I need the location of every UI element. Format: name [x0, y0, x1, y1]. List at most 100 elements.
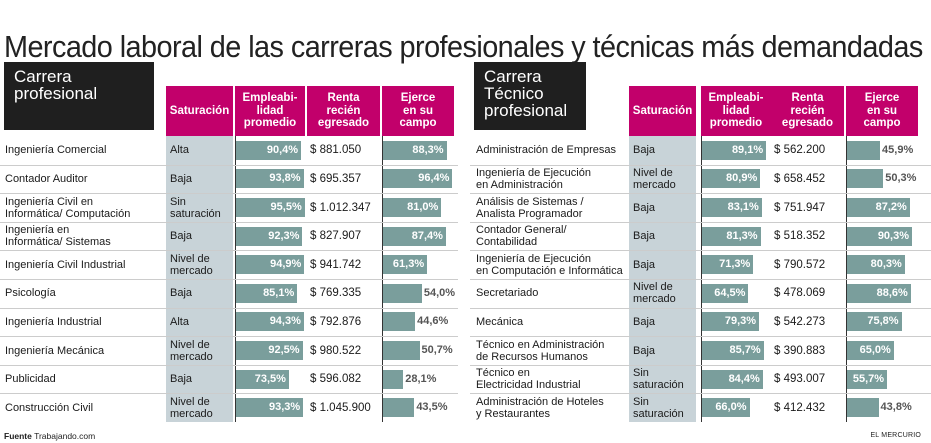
source-note: Fuente Trabajando.com — [4, 431, 95, 441]
employability-label: 83,1% — [727, 201, 759, 213]
employability-label: 95,5% — [270, 201, 302, 213]
field-bar — [383, 226, 446, 246]
career-name: Ingeniería Civil Industrial — [5, 258, 126, 271]
employability-bar — [702, 398, 750, 418]
field-bar — [383, 369, 404, 389]
saturation-value: Nivel de mercado — [170, 338, 213, 363]
career-name: Ingeniería de Ejecución en Computación e… — [476, 252, 623, 277]
row-divider — [470, 164, 931, 166]
saturation-value: Baja — [633, 144, 656, 157]
field-bar — [383, 140, 447, 160]
saturation-value: Baja — [633, 315, 656, 328]
salary-value: $ 493.007 — [774, 373, 826, 386]
saturation-value: Nivel de mercado — [170, 395, 213, 420]
field-label: 87,2% — [875, 201, 907, 213]
field-bar — [847, 198, 910, 217]
employability-label: 80,9% — [726, 172, 758, 185]
employability-bar — [236, 255, 305, 275]
employability-label: 79,3% — [724, 315, 757, 328]
saturation-header: Saturación — [629, 86, 696, 136]
technical-careers-table: Carrera Técnico profesional Saturación Emp… — [470, 62, 931, 432]
employability-label: 94,3% — [269, 315, 301, 328]
employability-bar — [702, 255, 754, 275]
saturation-value: Nivel de mercado — [633, 281, 676, 306]
category-label: Carrera Técnico profesional — [474, 62, 586, 130]
salary-value: $ 769.335 — [310, 287, 362, 300]
employability-bar — [702, 283, 749, 303]
employability-label: 89,1% — [731, 143, 764, 156]
salary-value: $ 790.572 — [774, 258, 826, 271]
saturation-value: Baja — [633, 344, 656, 357]
career-name: Psicología — [5, 287, 56, 300]
field-label: 80,3% — [870, 258, 902, 271]
salary-value: $ 792.876 — [310, 315, 362, 328]
employability-bar — [702, 312, 760, 332]
salary-value: $ 881.050 — [310, 144, 362, 157]
field-bar — [847, 226, 913, 246]
saturation-value: Alta — [170, 315, 189, 328]
field-bar — [847, 369, 888, 389]
row-divider — [0, 364, 458, 366]
source-label: Fuente — [4, 431, 32, 441]
employability-bar — [236, 369, 289, 389]
field-bar — [847, 341, 894, 360]
row-divider — [470, 193, 931, 195]
field-bar — [847, 283, 911, 303]
employability-header: Empleabi- lidad promedio — [701, 86, 771, 136]
career-name: Ingeniería de Ejecución en Administració… — [476, 166, 591, 191]
employability-bar — [236, 226, 303, 246]
row-divider — [0, 336, 458, 338]
saturation-value: Baja — [170, 230, 193, 243]
career-name: Ingeniería Mecánica — [5, 344, 105, 357]
saturation-value: Nivel de mercado — [170, 252, 213, 277]
field-header: Ejerce en su campo — [382, 86, 454, 136]
employability-bar — [236, 140, 302, 160]
category-label: Carrera profesional — [4, 62, 154, 130]
employability-label: 64,5% — [714, 286, 746, 299]
salary-value: $ 695.357 — [310, 172, 362, 185]
salary-value: $ 518.352 — [774, 230, 826, 243]
employability-bar — [702, 369, 763, 389]
field-label: 81,0% — [407, 201, 439, 213]
salary-value: $ 751.947 — [774, 201, 826, 214]
saturation-value: Baja — [170, 373, 193, 386]
row-divider — [0, 279, 458, 280]
career-name: Ingeniería Civil en Informática/ Computa… — [5, 195, 131, 220]
salary-header: Renta recién egresado — [307, 86, 380, 136]
career-name: Mecánica — [476, 315, 524, 328]
employability-label: 93,8% — [269, 172, 301, 185]
salary-value: $ 562.200 — [774, 144, 826, 157]
career-name: Ingeniería Comercial — [5, 144, 107, 157]
employability-label: 90,4% — [266, 143, 299, 156]
career-name: Administración de Empresas — [476, 144, 617, 157]
source-text: Trabajando.com — [34, 431, 96, 441]
saturation-value: Sin saturación — [170, 195, 221, 220]
field-bar — [847, 312, 902, 332]
field-label: 50,7% — [421, 344, 453, 356]
career-name: Administración de Hoteles y Restaurantes — [476, 395, 604, 420]
employability-bar — [236, 341, 303, 360]
employability-bar — [236, 312, 304, 332]
salary-value: $ 941.742 — [310, 258, 362, 271]
row-divider — [470, 364, 931, 366]
row-divider — [0, 393, 458, 395]
employability-label: 85,7% — [729, 344, 761, 356]
field-label: 65,0% — [859, 344, 891, 356]
career-name: Análisis de Sistemas / Analista Programa… — [476, 195, 584, 220]
employability-bar — [236, 283, 298, 303]
employability-label: 92,3% — [268, 229, 300, 242]
field-label: 50,3% — [885, 172, 917, 185]
saturation-value: Alta — [170, 144, 189, 157]
employability-bar — [702, 140, 767, 160]
salary-header: Renta recién egresado — [771, 86, 844, 136]
employability-bar — [702, 169, 761, 189]
career-name: Técnico en Administración de Recursos Hu… — [476, 338, 605, 363]
career-name: Contador Auditor — [5, 172, 88, 185]
field-bar — [383, 341, 420, 360]
career-name: Ingeniería en Informática/ Sistemas — [5, 224, 111, 249]
field-bar — [847, 140, 881, 160]
employability-label: 84,4% — [728, 372, 760, 385]
page-title: Mercado laboral de las carreras profesio… — [4, 28, 923, 64]
saturation-value: Baja — [170, 287, 193, 300]
field-bar — [847, 398, 879, 418]
